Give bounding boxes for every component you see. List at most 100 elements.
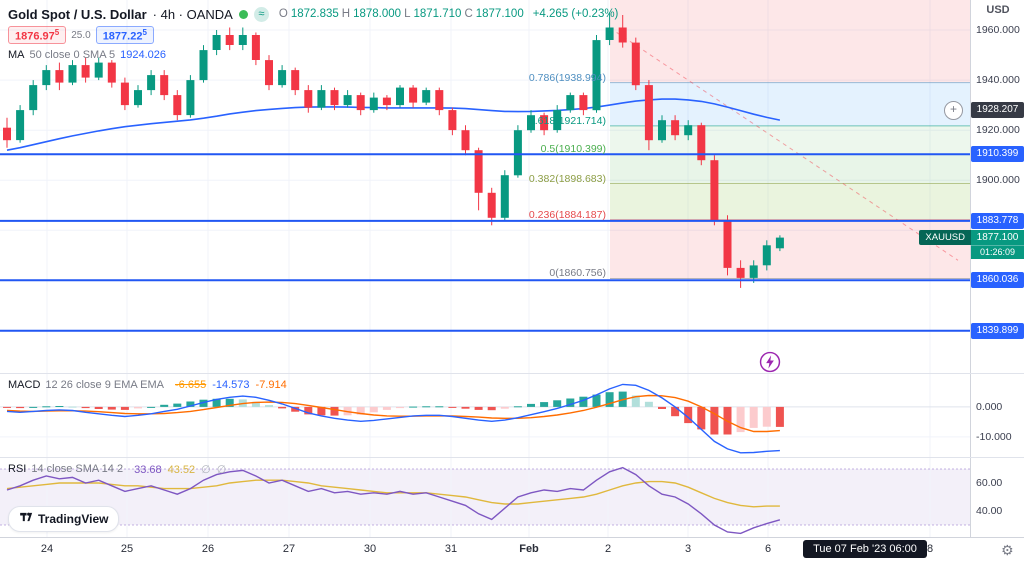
candle	[775, 237, 784, 249]
indicator-value: ∅	[216, 463, 227, 476]
market-status-icon[interactable]	[238, 9, 248, 19]
price-badge-1910.399: 1910.399	[971, 146, 1024, 163]
lightning-bolt-button[interactable]	[759, 351, 781, 373]
price-axis[interactable]: USD 1960.000 1940.000 1920.000 1900.000 1928…	[919, 0, 1024, 537]
macd-values: -6.655 -14.573 -7.914	[169, 379, 287, 391]
currency-selector[interactable]: USD	[986, 4, 1010, 16]
candle	[644, 85, 653, 141]
candle	[330, 90, 339, 106]
candle	[723, 220, 732, 268]
symbol-interval-exchange[interactable]: · 4h · OANDA	[152, 6, 233, 22]
ohlc-low-label: L	[404, 8, 411, 20]
macd-signal-line	[6, 394, 780, 433]
price-tick: 1920.000	[976, 124, 1020, 137]
candle	[697, 125, 706, 161]
rsi-axis-tick: 40.00	[976, 504, 1003, 517]
rsi-axis-tick: 60.00	[976, 477, 1003, 489]
rsi-params: 14 close SMA 14 2	[31, 463, 124, 475]
candle	[3, 127, 11, 141]
symbol-tag: XAUUSD	[919, 229, 971, 245]
panel-separator-macd[interactable]	[0, 373, 1024, 374]
macd-indicator-legend[interactable]: MACD 12 26 close 9 EMA EMA -6.655 -14.573…	[8, 377, 287, 393]
time-label-31: 31	[444, 543, 458, 555]
gear-settings-icon[interactable]: ⚙	[1001, 542, 1014, 558]
rsi-panel-canvas[interactable]	[0, 457, 970, 537]
bid-price: 1876.97	[15, 30, 55, 43]
indicator-value: 33.68	[134, 463, 162, 476]
candle	[42, 70, 51, 86]
indicator-value: -6.655	[175, 379, 207, 391]
ma-value: 1924.026	[120, 49, 166, 61]
candle	[369, 97, 378, 111]
candle	[356, 95, 365, 111]
candle	[736, 267, 745, 278]
price-tick: 1960.000	[976, 24, 1020, 37]
macd-panel-canvas[interactable]	[0, 373, 970, 457]
price-tick: 1900.000	[976, 174, 1020, 187]
candle	[134, 90, 142, 106]
indicator-value: 43.52	[167, 463, 196, 476]
bid-price-fraction: 5	[54, 27, 60, 37]
time-axis[interactable]: ⚙ 24 25 26 27 30 31 Feb 2 3 6 8 Tue 07 Feb '23 06:0…	[0, 537, 1024, 561]
symbol-title[interactable]: Gold Spot / U.S. Dollar	[8, 6, 147, 22]
time-label-Feb: Feb	[519, 543, 539, 555]
price-badge-1928.207: 1928.207	[971, 101, 1024, 118]
ma-name: MA	[8, 49, 25, 61]
rsi-indicator-legend[interactable]: RSI 14 close SMA 14 2 33.68 43.52 ∅ ∅	[8, 461, 226, 477]
candle	[160, 75, 169, 96]
macd-axis-tick: -10.000	[976, 430, 1012, 443]
fib-retracement-drawing[interactable]	[609, 0, 970, 279]
time-label-3: 3	[684, 543, 692, 555]
symbol-legend: Gold Spot / U.S. Dollar · 4h · OANDA ≈ O…	[8, 5, 618, 23]
bid-price-button[interactable]: 1876.975	[8, 25, 67, 45]
horizontal-ray-lines[interactable]	[0, 153, 970, 332]
candle	[422, 90, 431, 103]
rsi-band	[0, 469, 970, 525]
candle	[592, 40, 601, 111]
candle	[278, 70, 287, 86]
approximate-data-icon[interactable]: ≈	[253, 6, 269, 22]
ohlc-open-value: 1872.835	[290, 8, 339, 20]
macd-histogram	[3, 391, 784, 435]
macd-name: MACD	[8, 379, 41, 391]
ask-price-button[interactable]: 1877.225	[95, 25, 154, 45]
candle	[579, 95, 588, 111]
candle	[474, 150, 483, 193]
ma-params: 50 close 0 SMA 5	[29, 49, 116, 61]
ma-indicator-legend[interactable]: MA 50 close 0 SMA 5 1924.026	[8, 47, 166, 63]
candle	[618, 27, 627, 43]
candle	[265, 60, 273, 86]
candle	[684, 125, 693, 136]
candle	[317, 90, 326, 108]
panel-separator-rsi[interactable]	[0, 457, 1024, 458]
bid-ask-row: 1876.975 25.0 1877.225	[8, 25, 154, 45]
candle	[749, 265, 758, 278]
candle	[304, 90, 313, 108]
candle	[238, 35, 247, 45]
price-tick: 1940.000	[976, 74, 1020, 87]
candle	[382, 97, 391, 106]
ohlc-close-label: C	[464, 8, 473, 20]
candle	[343, 95, 352, 106]
candle	[16, 110, 25, 141]
candle	[81, 65, 90, 78]
candle	[212, 35, 221, 50]
price-badge-1883.778: 1883.778	[971, 212, 1024, 229]
indicator-value: -14.573	[212, 379, 250, 391]
candle	[448, 110, 457, 131]
add-alert-plus-button[interactable]: +	[944, 101, 963, 121]
candle	[762, 245, 771, 266]
candle	[94, 62, 103, 78]
tradingview-logo-text: TradingView	[38, 512, 109, 526]
ohlc-open-label: O	[278, 8, 288, 20]
candle	[461, 130, 470, 151]
rsi-values: 33.68 43.52 ∅ ∅	[128, 463, 226, 476]
time-label-26: 26	[201, 543, 215, 555]
tradingview-logo[interactable]: TradingView	[8, 506, 120, 532]
main-price-chart-canvas[interactable]	[0, 0, 970, 373]
candle	[658, 120, 666, 141]
candle	[173, 95, 182, 116]
candle	[120, 82, 129, 106]
candle	[199, 50, 208, 81]
ask-price: 1877.22	[102, 30, 143, 43]
